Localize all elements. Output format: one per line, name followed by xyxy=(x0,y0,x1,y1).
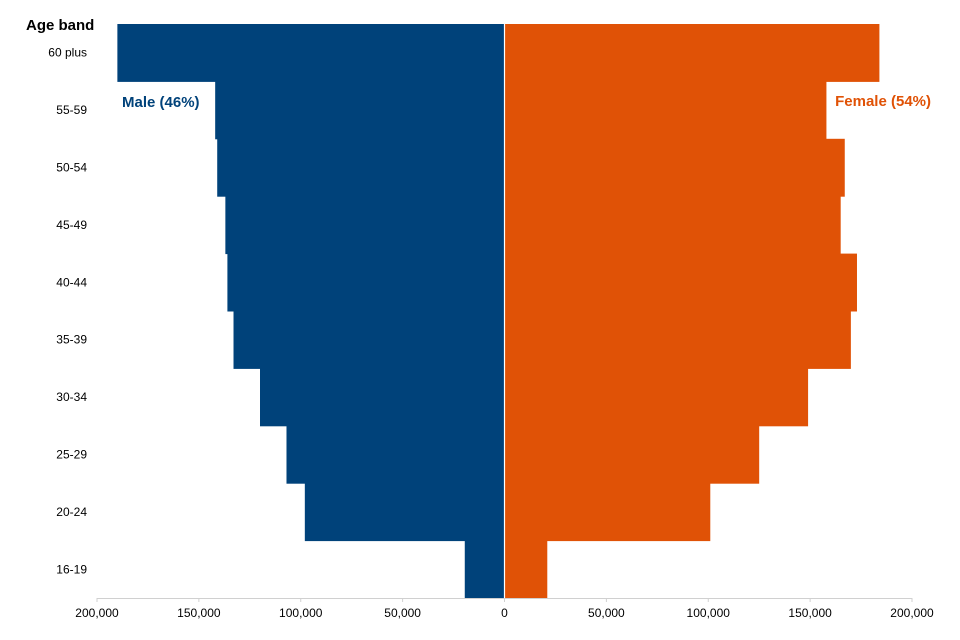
x-tick-label: 50,000 xyxy=(384,606,421,620)
bar-male-16-19 xyxy=(464,540,505,599)
bar-female-35-39 xyxy=(504,311,851,369)
bar-female-30-34 xyxy=(504,368,809,427)
category-label: 55-59 xyxy=(56,103,87,117)
bar-female-60-plus xyxy=(504,24,880,82)
category-label: 40-44 xyxy=(56,275,87,289)
x-tick-label: 0 xyxy=(501,606,508,620)
x-axis: 200,000 150,000 100,000 50,000 0 50,000 100,00… xyxy=(75,598,934,620)
category-label: 20-24 xyxy=(56,505,87,519)
category-label: 30-34 xyxy=(56,390,87,404)
category-label: 16-19 xyxy=(56,562,87,576)
bar-female-45-49 xyxy=(504,196,841,255)
bar-male-30-34 xyxy=(260,368,505,427)
bar-female-25-29 xyxy=(504,425,760,484)
bars xyxy=(117,24,880,599)
bar-female-20-24 xyxy=(504,483,711,542)
bar-male-45-49 xyxy=(225,196,505,255)
bar-female-50-54 xyxy=(504,138,845,197)
series-label-female: Female (54%) xyxy=(835,93,931,110)
x-tick-label: 150,000 xyxy=(788,606,832,620)
category-label: 50-54 xyxy=(56,161,87,175)
category-label: 25-29 xyxy=(56,448,87,462)
x-tick-label: 200,000 xyxy=(890,606,934,620)
bar-male-20-24 xyxy=(304,483,505,542)
bar-male-60-plus xyxy=(117,24,505,82)
bar-male-25-29 xyxy=(286,425,505,484)
x-tick-label: 150,000 xyxy=(177,606,221,620)
y-axis-title: Age band xyxy=(26,17,94,34)
x-tick-label: 50,000 xyxy=(588,606,625,620)
category-label: 60 plus xyxy=(48,46,87,60)
bar-male-40-44 xyxy=(227,253,505,312)
x-tick-label: 100,000 xyxy=(279,606,323,620)
series-label-male: Male (46%) xyxy=(122,94,200,111)
bar-female-40-44 xyxy=(504,253,857,312)
category-label: 45-49 xyxy=(56,218,87,232)
bar-male-35-39 xyxy=(233,311,505,369)
category-labels: 60 plus 55-59 50-54 45-49 40-44 35-39 30-34 25-… xyxy=(48,46,87,577)
bar-female-55-59 xyxy=(504,81,827,140)
category-label: 35-39 xyxy=(56,333,87,347)
bar-male-55-59 xyxy=(215,81,505,140)
bar-female-16-19 xyxy=(504,540,548,599)
x-tick-label: 200,000 xyxy=(75,606,119,620)
x-tick-label: 100,000 xyxy=(687,606,731,620)
bar-male-50-54 xyxy=(217,138,505,197)
